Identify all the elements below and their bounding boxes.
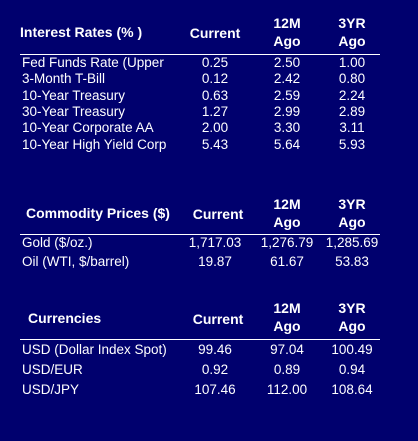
col-3yr-ago-label: 3YR Ago — [338, 196, 366, 230]
table-row: 3-Month T-Bill 0.12 2.42 0.80 — [20, 71, 380, 88]
current-value: 1,717.03 — [188, 235, 242, 250]
12m-ago-value: 5.64 — [273, 136, 301, 152]
table-row: Gold ($/oz.) 1,717.03 1,276.79 1,285.69 — [20, 235, 380, 252]
3yr-ago-value: 53.83 — [335, 254, 369, 269]
col-current-label: Current — [189, 25, 241, 41]
col-3yr-ago-label: 3YR Ago — [338, 300, 366, 334]
12m-ago-value: 0.89 — [273, 362, 301, 377]
row-label: USD/EUR — [22, 362, 83, 377]
3yr-ago-value: 0.94 — [338, 362, 366, 377]
row-label: 30-Year Treasury — [22, 103, 126, 119]
current-value: 2.00 — [201, 120, 229, 136]
table-row: Fed Funds Rate (Upper 0.25 2.50 1.00 — [20, 55, 380, 72]
row-label: Gold ($/oz.) — [22, 235, 93, 250]
interest-rates-title: Interest Rates (% ) — [20, 24, 143, 40]
table-row: USD (Dollar Index Spot) 99.46 97.04 100.49 — [20, 342, 380, 359]
current-value: 0.25 — [201, 55, 229, 70]
3yr-ago-value: 1.00 — [338, 55, 366, 70]
col-current-label: Current — [192, 311, 244, 327]
table-row: 30-Year Treasury 1.27 2.99 2.89 — [20, 104, 380, 121]
3yr-ago-value: 108.64 — [331, 382, 373, 397]
currencies-title: Currencies — [28, 310, 102, 326]
row-label: Oil (WTI, $/barrel) — [22, 254, 130, 269]
row-label: 10-Year Corporate AA — [22, 120, 154, 136]
row-label: Fed Funds Rate (Upper — [22, 55, 164, 70]
table-row: USD/JPY 107.46 112.00 108.64 — [20, 382, 380, 399]
3yr-ago-value: 2.24 — [338, 87, 366, 103]
12m-ago-value: 2.59 — [273, 87, 301, 103]
current-value: 107.46 — [194, 382, 236, 397]
interest-rates-section: Interest Rates (% ) Current 12M Ago 3YR … — [20, 14, 380, 174]
currencies-header: Currencies Current 12M Ago 3YR Ago — [20, 294, 380, 334]
interest-rates-header: Interest Rates (% ) Current 12M Ago 3YR … — [20, 14, 380, 54]
row-label: 10-Year High Yield Corp — [22, 136, 167, 152]
commodity-prices-divider — [20, 234, 380, 235]
3yr-ago-value: 2.89 — [338, 103, 366, 119]
current-value: 99.46 — [198, 342, 232, 357]
commodity-prices-header: Commodity Prices ($) Current 12M Ago 3YR… — [20, 192, 380, 232]
3yr-ago-value: 1,285.69 — [325, 235, 379, 250]
currencies-divider — [20, 339, 380, 340]
12m-ago-value: 61.67 — [270, 254, 304, 269]
12m-ago-value: 3.30 — [273, 120, 301, 136]
current-value: 5.43 — [201, 136, 229, 152]
current-value: 1.27 — [201, 103, 229, 119]
col-12m-ago-label: 12M Ago — [273, 196, 301, 230]
3yr-ago-value: 5.93 — [338, 136, 366, 152]
row-label: 3-Month T-Bill — [22, 71, 106, 87]
row-label: 10-Year Treasury — [22, 87, 126, 103]
current-value: 0.92 — [201, 362, 229, 377]
3yr-ago-value: 0.80 — [338, 71, 366, 87]
table-row: 10-Year Treasury 0.63 2.59 2.24 — [20, 88, 380, 105]
col-current-label: Current — [192, 206, 244, 222]
12m-ago-value: 1,276.79 — [260, 235, 314, 250]
table-row: 10-Year High Yield Corp 5.43 5.64 5.93 — [20, 137, 380, 154]
col-12m-ago-label: 12M Ago — [273, 15, 301, 49]
col-12m-ago-label: 12M Ago — [273, 300, 301, 334]
12m-ago-value: 2.50 — [273, 55, 301, 70]
12m-ago-value: 97.04 — [270, 342, 304, 357]
row-label: USD/JPY — [22, 382, 80, 397]
current-value: 0.63 — [201, 87, 229, 103]
3yr-ago-value: 100.49 — [331, 342, 373, 357]
table-row: 10-Year Corporate AA 2.00 3.30 3.11 — [20, 120, 380, 137]
currencies-section: Currencies Current 12M Ago 3YR Ago USD (… — [20, 294, 380, 414]
12m-ago-value: 2.99 — [273, 103, 301, 119]
table-row: USD/EUR 0.92 0.89 0.94 — [20, 362, 380, 379]
commodity-prices-section: Commodity Prices ($) Current 12M Ago 3YR… — [20, 192, 380, 272]
row-label: USD (Dollar Index Spot) — [22, 342, 167, 357]
current-value: 19.87 — [198, 254, 232, 269]
commodity-prices-title: Commodity Prices ($) — [26, 205, 170, 221]
12m-ago-value: 2.42 — [273, 71, 301, 87]
current-value: 0.12 — [201, 71, 229, 87]
col-3yr-ago-label: 3YR Ago — [338, 15, 366, 49]
table-row: Oil (WTI, $/barrel) 19.87 61.67 53.83 — [20, 254, 380, 271]
interest-rates-divider — [20, 54, 380, 55]
3yr-ago-value: 3.11 — [339, 120, 365, 136]
12m-ago-value: 112.00 — [266, 382, 308, 397]
